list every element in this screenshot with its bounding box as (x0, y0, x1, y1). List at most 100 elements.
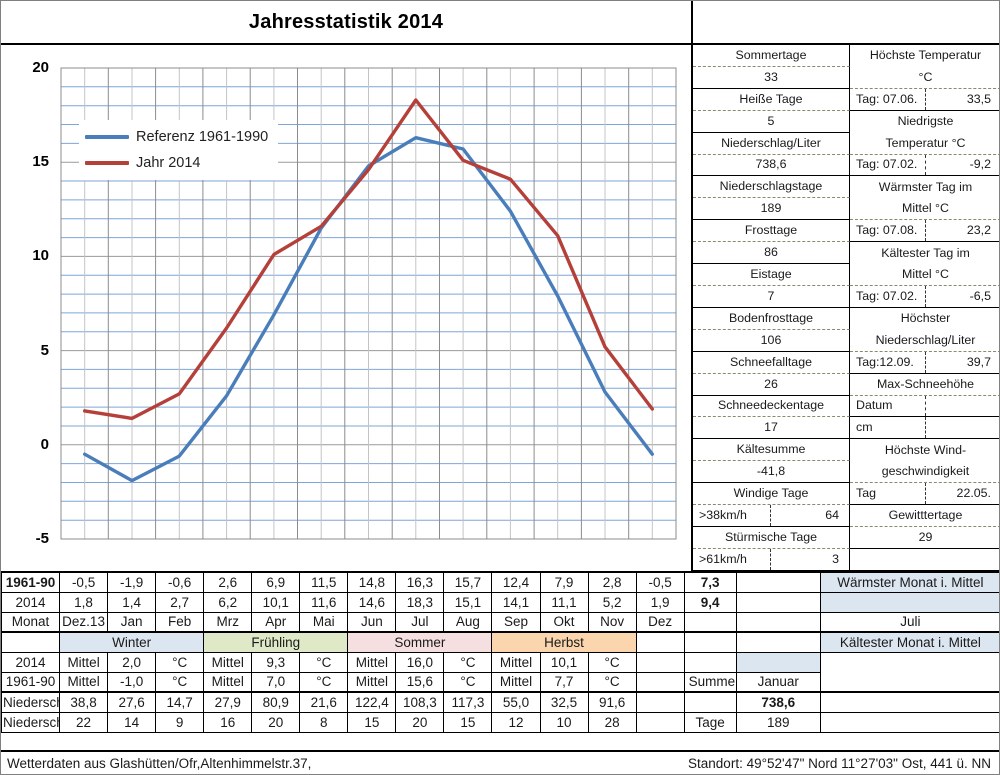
y2014-month-6: 14,6 (347, 591, 397, 613)
stats-key: >61km/h (695, 548, 771, 570)
y2014-month-7: 18,3 (395, 591, 445, 613)
season-ref-unit-3: °C (587, 671, 637, 693)
stats-row: 26 Max-Schneehöhe (693, 373, 999, 396)
y-tick-20: 20 (32, 59, 49, 76)
stats-row: -41,8 geschwindigkeit (693, 461, 999, 484)
season-band-frühling: Frühling (203, 631, 349, 653)
season-ref-value-1: 7,0 (251, 671, 301, 693)
stats-key: Tag: 07.08. (852, 220, 926, 242)
stats-keyvalue-cell: >38km/h 64 (693, 505, 850, 527)
month-name-6: Jun (347, 611, 397, 633)
monthly-values-table: 1961-90 -0,5 -1,9 -0,6 2,6 6,9 11,5 14,8 16,3 15,… (1, 571, 1000, 733)
ref-annual-mean: 7,3 (683, 571, 737, 593)
month-name-2: Feb (155, 611, 205, 633)
month-name-11: Nov (587, 611, 637, 633)
stats-value: 33,5 (966, 91, 991, 106)
stats-label: Niederschlag/Liter (693, 132, 850, 155)
precip-tage-unit-label: Tage (683, 711, 737, 733)
stats-value: 33 (693, 66, 850, 89)
y2014-annual-mean: 9,4 (683, 591, 737, 613)
ref-month-10: 7,9 (539, 571, 589, 593)
stats-row: Schneefalltage Tag:12.09. 39,7 (693, 351, 999, 374)
title-right-filler (691, 1, 999, 45)
spacer-cell (735, 571, 821, 593)
empty-cell (1, 631, 61, 653)
ref-month-4: 6,9 (251, 571, 301, 593)
empty-cell (683, 631, 737, 653)
stats-keyvalue-cell: Tag: 07.02. -6,5 (850, 285, 999, 308)
row-2014-monthly: 2014 1,8 1,4 2,7 6,2 10,1 11,6 14,6 18,3 15,1 14,1… (1, 591, 999, 613)
summe-label: Summe (683, 671, 737, 693)
stats-row: Schneedeckentage Datum (693, 395, 999, 418)
precip-liter-7: 108,3 (395, 691, 445, 713)
precip-liter-9: 55,0 (491, 691, 541, 713)
season-mittel-label-1: Mittel (203, 651, 253, 673)
precip-tage-label: Niederschl. Tage (1, 711, 61, 733)
stats-label: Niederschlag/Liter (850, 330, 999, 352)
empty-cell (635, 711, 685, 733)
precip-tage-3: 16 (203, 711, 253, 733)
stats-row: 189 Mittel °C (693, 198, 999, 221)
row-season-2014: 2014 Mittel 2,0 °C Mittel 9,3 °C Mittel 16,0 °C Mi… (1, 651, 1000, 673)
y2014-month-2: 2,7 (155, 591, 205, 613)
stats-row: Niederschlag/Liter Temperatur °C (693, 132, 999, 155)
precip-liter-11: 91,6 (587, 691, 637, 713)
empty-cell (635, 691, 685, 713)
stats-value: 22.05. (956, 486, 991, 501)
stats-label: Windige Tage (693, 483, 850, 506)
stats-row: Bodenfrosttage Höchster (693, 307, 999, 330)
season-band-herbst: Herbst (491, 631, 637, 653)
temperature-chart: -5 0 5 10 15 20 Referenz 1961-1990 Jahr 2014 (1, 45, 691, 571)
y2014-month-0: 1,8 (59, 591, 109, 613)
y-tick-5: 5 (40, 341, 49, 359)
stats-value: 3 (832, 551, 839, 566)
precip-liter-3: 27,9 (203, 691, 253, 713)
season-unit-3: °C (587, 651, 637, 673)
stats-label: Höchste Temperatur (869, 48, 982, 63)
stats-label: Eistage (693, 264, 850, 286)
empty-cell (683, 651, 737, 673)
stats-label: Mittel °C (850, 198, 999, 221)
precip-liter-10: 32,5 (539, 691, 589, 713)
stats-key: Tag: 07.06. (852, 88, 926, 110)
stats-keyvalue-cell: >61km/h 3 (693, 548, 850, 571)
legend-item-year2014: Jahr 2014 (85, 150, 268, 176)
season-unit-1: °C (299, 651, 349, 673)
stats-keyvalue-cell: Tag: 07.08. 23,2 (850, 220, 999, 243)
y2014-month-12: 1,9 (635, 591, 685, 613)
stats-value: 5 (693, 110, 850, 133)
stats-label: Kältester Tag im (881, 245, 970, 260)
precip-liter-1: 27,6 (107, 691, 157, 713)
y-tick-10: 10 (32, 247, 49, 265)
season-ref-mittel-label-1: Mittel (203, 671, 253, 693)
y2014-month-5: 11,6 (299, 591, 349, 613)
row-season-reference: 1961-90 Mittel -1,0 °C Mittel 7,0 °C Mittel 15,6… (1, 671, 1000, 693)
empty-cell (635, 651, 685, 673)
ref-month-0: -0,5 (59, 571, 109, 593)
legend-item-reference: Referenz 1961-1990 (85, 124, 268, 150)
ref-month-11: 2,8 (587, 571, 637, 593)
coldest-month-label-cont (735, 652, 821, 673)
precip-liter-6: 122,4 (347, 691, 397, 713)
footer-location-text: Standort: 49°52'47" Nord 11°27'03" Ost, … (688, 755, 991, 771)
stats-label: Mittel °C (850, 264, 999, 286)
y2014-month-3: 6,2 (203, 591, 253, 613)
month-name-12: Dez (635, 611, 685, 633)
page-title: Jahresstatistik 2014 (248, 10, 444, 33)
precip-tage-8: 15 (443, 711, 493, 733)
y-tick-0: 0 (40, 435, 49, 453)
stats-key: cm (852, 417, 926, 439)
stats-key: Tag: 07.02. (852, 154, 926, 176)
stats-empty-cell (850, 549, 999, 571)
season-band-sommer: Sommer (347, 631, 493, 653)
stats-row: 738,6 Tag: 07.02. -9,2 (693, 154, 999, 177)
ref-month-5: 11,5 (299, 571, 349, 593)
season-ref-value-0: -1,0 (107, 671, 157, 693)
row-precip-tage: Niederschl. Tage2214916208152015121028Ta… (1, 711, 999, 733)
stats-value: 189 (693, 198, 850, 221)
chart-legend: Referenz 1961-1990 Jahr 2014 (79, 120, 279, 180)
stats-row: 5 Niedrigste (693, 110, 999, 133)
warmest-month-value: Juli (819, 611, 999, 633)
y-tick-neg5: -5 (35, 530, 49, 547)
season-2014-value-2: 16,0 (395, 651, 445, 673)
